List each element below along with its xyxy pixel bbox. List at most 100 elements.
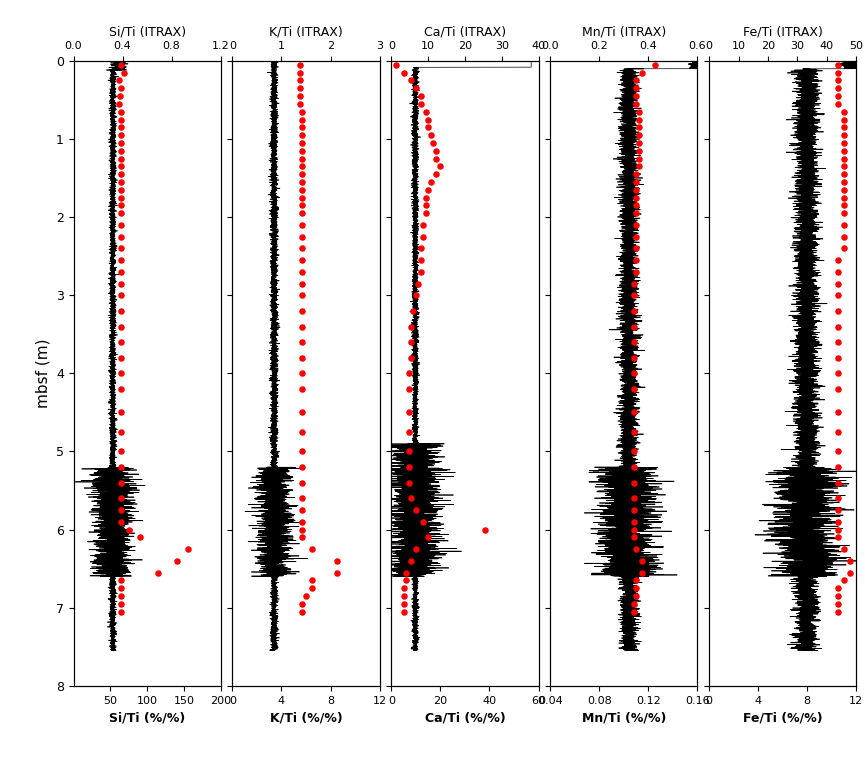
Point [296,477,310,489]
Point [413,254,427,266]
Point [296,426,310,438]
Point [114,168,128,181]
Point [114,367,128,379]
Point [413,266,427,278]
Point [831,367,845,379]
Point [831,266,845,278]
Point [404,351,418,363]
Point [296,445,310,457]
Point [330,566,343,578]
Point [409,543,423,555]
Point [837,575,851,587]
Point [114,351,128,363]
Point [296,200,310,212]
Point [296,184,310,196]
Point [293,59,307,71]
Point [407,305,420,317]
Point [397,590,411,602]
X-axis label: Fe/Ti (ITRAX): Fe/Ti (ITRAX) [743,26,823,39]
Point [831,277,845,290]
Point [296,461,310,473]
Point [831,75,845,87]
Point [296,277,310,290]
Point [416,219,430,231]
Point [114,516,128,528]
Point [409,504,423,516]
Point [428,168,442,181]
Point [399,575,413,587]
Point [114,461,128,473]
Point [296,266,310,278]
Point [404,336,418,348]
Point [305,575,319,587]
Point [296,320,310,332]
Point [433,160,447,172]
Point [296,160,310,172]
Point [296,531,310,543]
Point [631,121,645,133]
Point [629,82,643,94]
Point [831,445,845,457]
Point [421,531,435,543]
Point [831,523,845,536]
Point [296,168,310,181]
Point [114,200,128,212]
Point [837,121,851,133]
X-axis label: Mn/Ti (ITRAX): Mn/Ti (ITRAX) [582,26,666,39]
Point [428,152,442,165]
Point [629,207,643,219]
Point [627,336,641,348]
Point [296,351,310,363]
Point [831,582,845,594]
Point [424,176,438,188]
Point [837,137,851,149]
Point [837,168,851,181]
X-axis label: K/Ti (ITRAX): K/Ti (ITRAX) [269,26,343,39]
Point [296,129,310,141]
Point [627,277,641,290]
Point [114,426,128,438]
Point [627,406,641,418]
Point [837,129,851,141]
Point [114,289,128,301]
Point [831,82,845,94]
Point [296,207,310,219]
Point [419,207,432,219]
Point [631,106,645,118]
Point [627,445,641,457]
Point [831,461,845,473]
Point [114,207,128,219]
Point [413,98,427,110]
Point [837,145,851,157]
Point [635,566,649,578]
Point [170,555,183,567]
Point [114,254,128,266]
Point [114,492,128,504]
Point [831,597,845,610]
Point [627,523,641,536]
Point [114,445,128,457]
Point [296,383,310,395]
Point [627,320,641,332]
Point [837,231,851,243]
Point [627,531,641,543]
Point [831,406,845,418]
Point [401,461,415,473]
Point [635,66,649,78]
X-axis label: Si/Ti (%/%): Si/Ti (%/%) [109,711,185,724]
Point [648,59,662,71]
Point [629,575,643,587]
Point [397,597,411,610]
Point [843,566,857,578]
Point [631,114,645,126]
Point [296,597,310,610]
Point [404,555,418,567]
Point [305,582,319,594]
Point [627,367,641,379]
Point [114,231,128,243]
Point [629,184,643,196]
Point [114,305,128,317]
Point [629,254,643,266]
X-axis label: Mn/Ti (%/%): Mn/Ti (%/%) [581,711,666,724]
Point [114,406,128,418]
